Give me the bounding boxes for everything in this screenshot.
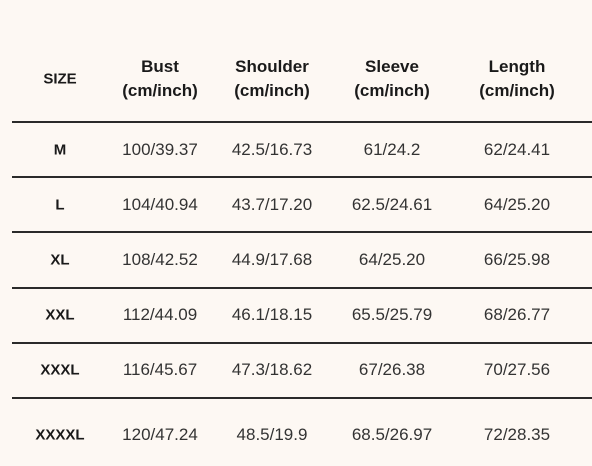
row-divider bbox=[12, 397, 592, 399]
row-divider bbox=[12, 287, 592, 289]
header-name: SIZE bbox=[43, 70, 77, 88]
row-divider bbox=[12, 231, 592, 233]
measurement: 100/39.37 bbox=[122, 140, 198, 159]
measurement: 65.5/25.79 bbox=[351, 305, 433, 324]
size-label: XXL bbox=[45, 306, 75, 324]
measurement: 42.5/16.73 bbox=[231, 140, 313, 159]
size-label: XL bbox=[50, 251, 70, 269]
measurement: 66/25.98 bbox=[483, 250, 551, 269]
row-divider bbox=[12, 121, 592, 123]
header-name: Length bbox=[488, 57, 546, 76]
measurement: 64/25.20 bbox=[483, 195, 551, 214]
measurement: 116/45.67 bbox=[122, 360, 198, 379]
measurement: 120/47.24 bbox=[122, 425, 198, 444]
measurement: 112/44.09 bbox=[122, 305, 198, 324]
measurement: 48.5/19.9 bbox=[236, 425, 308, 444]
row-divider bbox=[12, 176, 592, 178]
header-unit: (cm/inch) bbox=[234, 81, 310, 100]
measurement: 62.5/24.61 bbox=[351, 195, 433, 214]
measurement: 62/24.41 bbox=[483, 140, 551, 159]
header-name: Shoulder bbox=[235, 57, 309, 76]
measurement: 68.5/26.97 bbox=[351, 425, 433, 444]
measurement: 64/25.20 bbox=[358, 250, 426, 269]
header-name: Bust bbox=[141, 57, 179, 76]
measurement: 68/26.77 bbox=[483, 305, 551, 324]
measurement: 67/26.38 bbox=[358, 360, 426, 379]
measurement: 70/27.56 bbox=[483, 360, 551, 379]
measurement: 108/42.52 bbox=[122, 250, 198, 269]
measurement: 104/40.94 bbox=[122, 195, 198, 214]
measurement: 43.7/17.20 bbox=[231, 195, 313, 214]
row-divider bbox=[12, 342, 592, 344]
measurement: 44.9/17.68 bbox=[231, 250, 313, 269]
measurement: 46.1/18.15 bbox=[231, 305, 313, 324]
header-name: Sleeve bbox=[365, 57, 419, 76]
size-label: XXXXL bbox=[35, 426, 85, 444]
header-unit: (cm/inch) bbox=[122, 81, 198, 100]
header-unit: (cm/inch) bbox=[354, 81, 430, 100]
header-unit: (cm/inch) bbox=[479, 81, 555, 100]
measurement: 61/24.2 bbox=[363, 140, 421, 159]
size-label: L bbox=[55, 196, 65, 214]
size-label: XXXL bbox=[40, 361, 80, 379]
measurement: 47.3/18.62 bbox=[231, 360, 313, 379]
measurement: 72/28.35 bbox=[483, 425, 551, 444]
size-label: M bbox=[53, 141, 67, 159]
